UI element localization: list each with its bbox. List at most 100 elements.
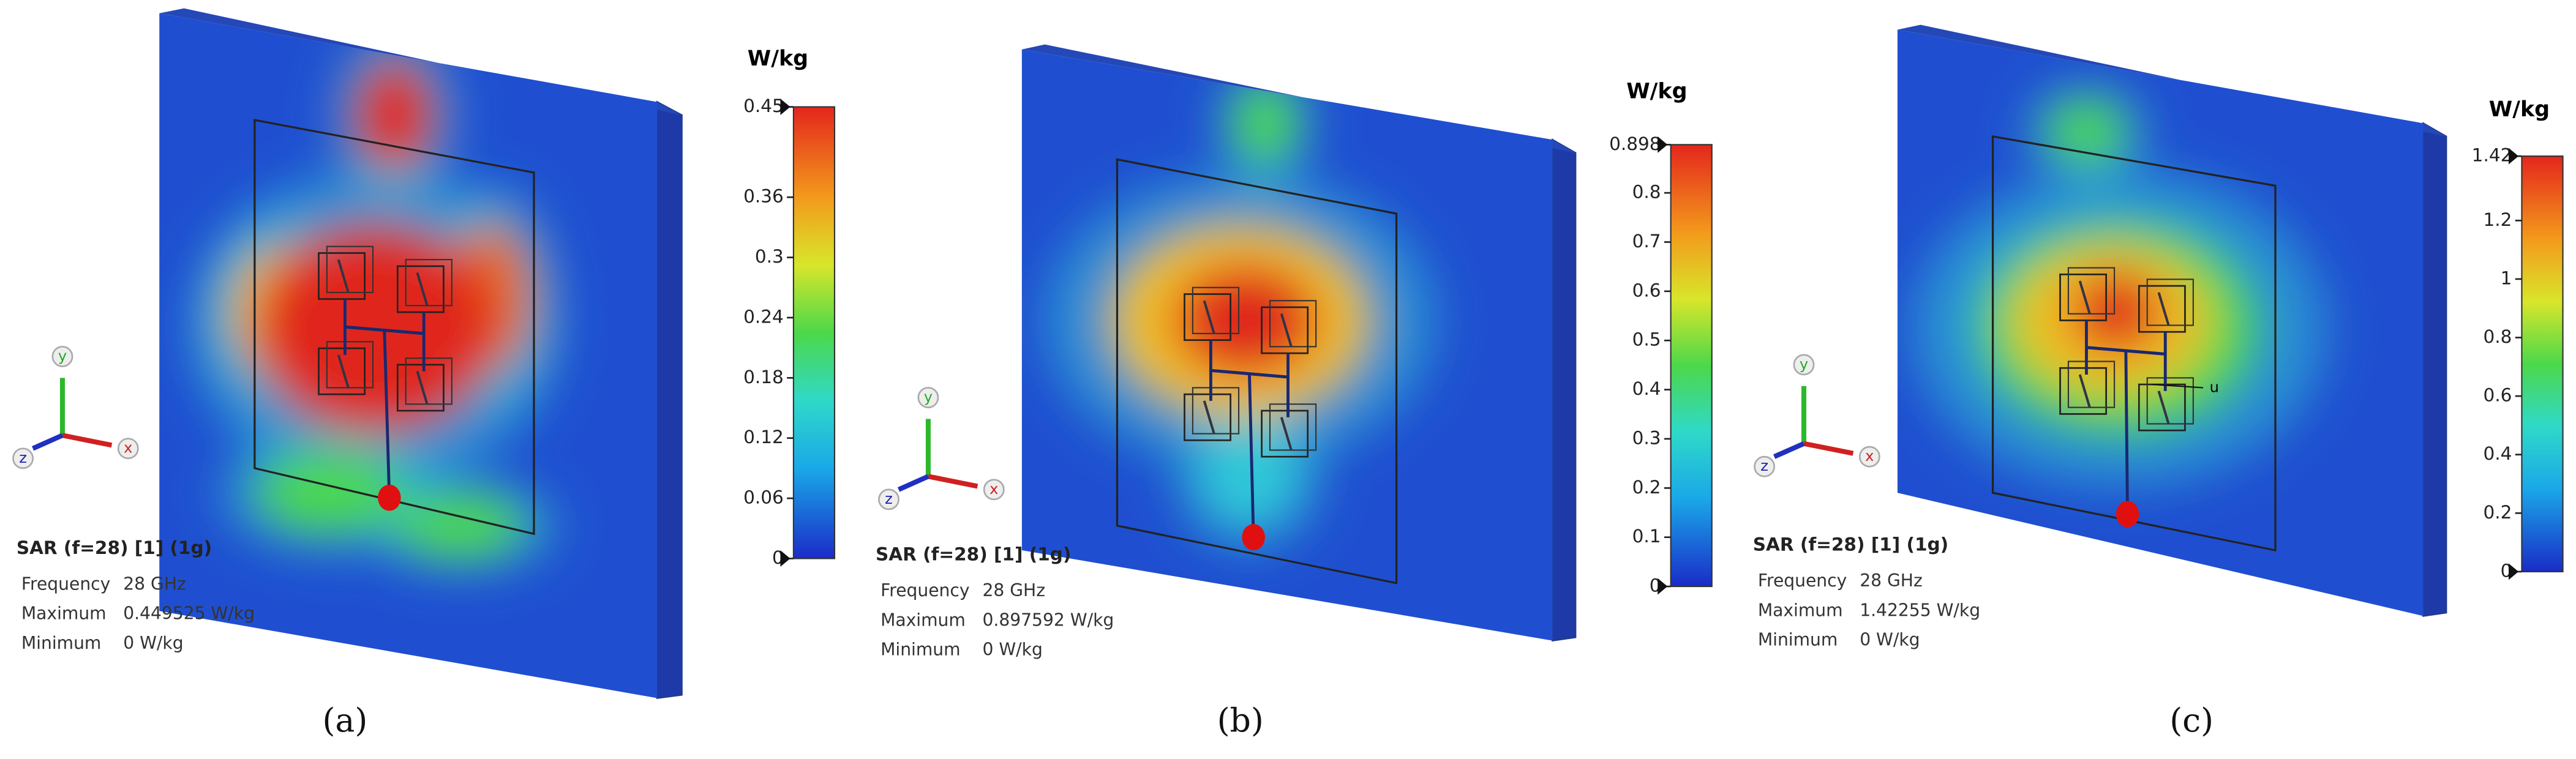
axis-badge (12, 447, 34, 469)
antenna-patch (337, 259, 350, 293)
colorbar-unit: W/kg (2489, 97, 2550, 122)
axis-x-arrow (62, 433, 113, 448)
antenna-element-back (1269, 300, 1317, 348)
info-title: SAR (f=28) [1] (1g) (876, 544, 1071, 565)
antenna-element-back (2067, 267, 2116, 315)
antenna-element (1184, 393, 1231, 441)
block-side (656, 100, 683, 700)
feed-port (1242, 524, 1265, 551)
colorbar-tick-label: 1.2 (2483, 209, 2512, 230)
antenna-element-back (1192, 387, 1240, 435)
colorbar-slider (2508, 148, 2519, 165)
heat-blur (1910, 82, 2329, 489)
antenna-element (2059, 273, 2107, 321)
colorbar-slider (2508, 563, 2519, 580)
colorbar-tick-label: 0.06 (743, 487, 784, 508)
antenna-element-back (326, 245, 374, 293)
axis-label: x (989, 480, 998, 498)
axis-badge (117, 438, 139, 460)
antenna-patch (1203, 400, 1215, 435)
antenna-patch (416, 272, 429, 306)
axis-z-arrow (897, 474, 929, 492)
antenna-element-back (2146, 279, 2194, 326)
colorbar-tick-label: 0.18 (743, 367, 784, 387)
antenna-element-back (405, 357, 452, 405)
feed-line (383, 330, 391, 498)
info-label: Minimum (21, 633, 101, 653)
colorbar-tick-label: 0.36 (743, 186, 784, 207)
axis-label: y (924, 389, 933, 406)
info-label: Frequency (881, 580, 969, 600)
colorbar-tick-label: 0.8 (1632, 182, 1661, 203)
info-label: Frequency (21, 574, 110, 594)
heat-blob (2045, 99, 2128, 165)
axis-badge (917, 387, 939, 408)
axis-z-arrow (32, 433, 64, 451)
colorbar-tick-label: 0.3 (1632, 427, 1661, 448)
antenna-element-back (405, 259, 452, 307)
colorbar-slider (780, 550, 790, 567)
caption: (a) (323, 701, 368, 739)
info-label: Maximum (1758, 600, 1843, 620)
colorbar-slider (780, 99, 790, 116)
colorbar-slider (1658, 578, 1668, 595)
marker-label: u (2210, 378, 2219, 395)
colorbar-tick-label: 0.3 (755, 246, 784, 267)
block-top (159, 8, 682, 116)
antenna-element-back (326, 341, 374, 389)
info-value: 1.42255 W/kg (1860, 600, 1980, 620)
axis-badge (1793, 354, 1815, 376)
colorbar (2521, 155, 2564, 572)
axis-label: z (19, 449, 27, 466)
antenna-patch (2157, 292, 2170, 326)
heat-blob (1199, 427, 1298, 526)
info-label: Minimum (1758, 630, 1838, 650)
info-value: 0 W/kg (123, 633, 183, 653)
antenna-element-back (1269, 403, 1317, 451)
colorbar-tick-label: 0.24 (743, 306, 784, 327)
info-label: Minimum (881, 640, 960, 660)
axis-label: x (124, 439, 132, 457)
colorbar-tick-label: 0.6 (2483, 385, 2512, 406)
axis-badge (1754, 455, 1776, 477)
heat-blob (1232, 82, 1298, 165)
axis-z-arrow (1773, 441, 1805, 459)
heat-blob (254, 452, 403, 534)
colorbar-tick-label: 0.1 (1632, 526, 1661, 547)
colorbar-tick-label: 1.42 (2472, 145, 2512, 166)
colorbar-tick-label: 0.898 (1609, 133, 1661, 154)
colorbar-tick-label: 0.4 (2483, 443, 2512, 464)
antenna-element-back (2067, 361, 2116, 408)
antenna-element (396, 265, 445, 313)
colorbar-tick-label: 1 (2501, 267, 2512, 288)
antenna-patch (337, 354, 350, 388)
antenna-element (1184, 293, 1231, 341)
heat-blur (1043, 61, 1438, 551)
heat-blob (394, 493, 526, 559)
info-label: Maximum (21, 604, 107, 624)
colorbar-tick-label: 0.12 (743, 427, 784, 447)
colorbar-tick-label: 0.2 (1632, 477, 1661, 498)
axis-label: z (885, 490, 893, 507)
info-value: 0.449525 W/kg (123, 604, 255, 624)
feed-port (378, 484, 401, 511)
feed-port (2116, 501, 2139, 528)
axis-label: y (58, 347, 67, 364)
substrate-outline (1116, 158, 1398, 585)
antenna-element (2059, 367, 2107, 415)
colorbar (792, 106, 836, 559)
antenna-patch (1203, 300, 1215, 334)
block-side (2422, 122, 2447, 617)
colorbar-tick-label: 0.6 (1632, 280, 1661, 301)
colorbar-unit: W/kg (1626, 79, 1687, 103)
antenna-element (318, 252, 366, 300)
marker-arrow (2152, 383, 2204, 389)
colorbar-unit: W/kg (748, 47, 808, 71)
info-value: 28 GHz (123, 574, 186, 594)
heat-map (1043, 61, 1438, 551)
axis-badge (1858, 446, 1880, 468)
colorbar-tick-label: 0.45 (743, 95, 784, 116)
antenna-element-back (2146, 377, 2194, 425)
